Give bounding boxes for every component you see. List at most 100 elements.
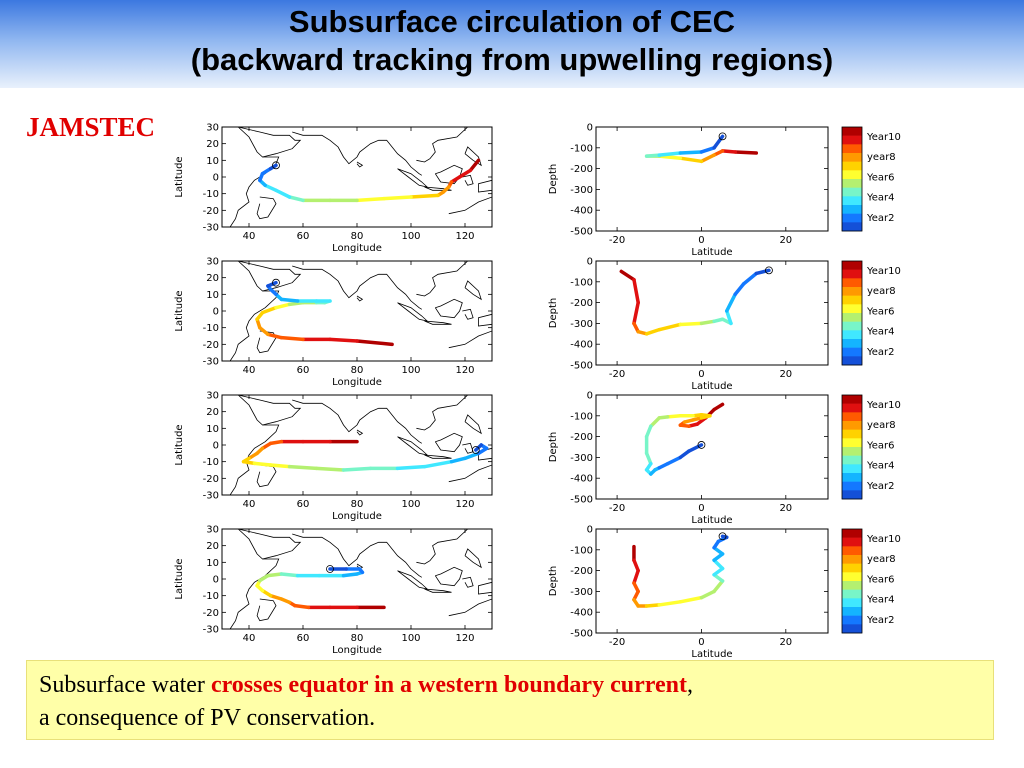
colorbar-segment — [842, 304, 862, 314]
coastline — [416, 261, 474, 297]
release-point-marker — [697, 441, 706, 449]
colorbar-segment — [842, 581, 862, 590]
x-tick-label: 40 — [243, 633, 256, 644]
coastline — [292, 265, 423, 310]
trajectory-segment — [678, 150, 704, 155]
y-tick-label: -10 — [203, 189, 219, 200]
y-tick-label: -20 — [203, 474, 219, 485]
y-tick-label: -200 — [570, 432, 593, 443]
trajectory-segment — [678, 156, 704, 164]
coastline — [416, 529, 474, 565]
y-tick-label: 30 — [206, 391, 219, 402]
trajectory-segment — [268, 463, 292, 469]
trajectory-segment — [619, 269, 636, 282]
y-tick-label: 0 — [587, 391, 593, 402]
x-tick-label: 120 — [455, 231, 474, 242]
trajectory-segment — [632, 568, 640, 585]
coastline — [238, 529, 302, 560]
plot-area — [632, 532, 729, 608]
colorbar-label: Year4 — [866, 461, 895, 472]
trajectory-segment — [678, 595, 704, 604]
y-tick-label: 0 — [213, 307, 219, 318]
colorbar-label: Year6 — [866, 306, 895, 317]
trajectory-segment — [287, 464, 319, 471]
release-point-marker — [718, 532, 727, 541]
colorbar-segment — [842, 412, 862, 422]
y-tick-label: 0 — [587, 123, 593, 134]
colorbar-segment — [842, 127, 862, 136]
colorbar-label: Year6 — [866, 440, 895, 451]
y-tick-label: 0 — [213, 441, 219, 452]
colorbar-segment — [842, 598, 862, 608]
x-axis-label: Latitude — [691, 649, 732, 660]
map-panel: 40 60 80 100 1203020100-10-20-30LongitudeLat… — [174, 257, 493, 388]
x-tick-label: 60 — [297, 633, 310, 644]
trajectory-segment — [644, 327, 662, 336]
trajectory-segment — [644, 451, 653, 466]
slide-title-line2: (backward tracking from upwelling region… — [190, 42, 834, 77]
y-tick-label: -200 — [570, 298, 593, 309]
x-tick-label: 60 — [297, 365, 310, 376]
trajectory-segment — [279, 297, 300, 303]
trajectory-segment — [699, 319, 716, 326]
colorbar-segment — [842, 473, 862, 482]
x-axis-label: Longitude — [332, 377, 382, 388]
release-point-marker — [471, 446, 480, 454]
trajectory-segment — [657, 151, 683, 157]
x-tick-label: 40 — [243, 231, 256, 242]
colorbar-segment — [842, 287, 862, 296]
caption-comma: , — [686, 672, 693, 698]
x-tick-label: 0 — [698, 369, 704, 380]
coastline — [448, 598, 492, 629]
x-tick-label: 80 — [351, 231, 364, 242]
trajectory-segment — [741, 271, 759, 286]
coastline — [464, 280, 482, 301]
trajectory-segment — [279, 335, 305, 342]
y-tick-label: -400 — [570, 340, 593, 351]
coastline — [238, 127, 302, 158]
y-tick-label: 10 — [206, 424, 219, 435]
trajectory-segment — [457, 168, 473, 179]
colorbar-segment — [842, 295, 862, 305]
y-tick-label: -20 — [203, 206, 219, 217]
colorbar-segment — [842, 153, 862, 162]
coastline — [424, 588, 452, 593]
coastline — [448, 196, 492, 227]
trajectory-segment — [657, 322, 683, 332]
trajectory-segment — [463, 451, 481, 461]
trajectory-segment — [314, 466, 346, 472]
x-tick-label: 80 — [351, 633, 364, 644]
trajectory-segment — [266, 332, 284, 340]
coastline — [229, 395, 280, 495]
y-axis-label: Depth — [548, 164, 559, 194]
title-banner — [0, 0, 1024, 88]
colorbar-label: Year6 — [866, 172, 895, 183]
y-tick-label: 20 — [206, 273, 219, 284]
colorbar-segment — [842, 615, 862, 625]
x-tick-label: 0 — [698, 503, 704, 514]
y-tick-label: -200 — [570, 566, 593, 577]
colorbar-segment — [842, 447, 862, 456]
colorbar-label: year8 — [867, 152, 896, 163]
plot-frame — [595, 126, 829, 232]
trajectory-segment — [422, 459, 454, 469]
trajectory-segment — [657, 600, 683, 607]
trajectory-segment — [733, 282, 746, 297]
colorbar-segment — [842, 261, 862, 270]
coastline — [462, 308, 474, 320]
trajectory-segment — [712, 579, 725, 594]
release-point-marker — [272, 161, 280, 170]
y-axis-label: Depth — [548, 298, 559, 328]
y-tick-label: -300 — [570, 453, 593, 464]
trajectory-segment — [712, 558, 725, 571]
x-axis-label: Latitude — [691, 247, 732, 258]
trajectory-segment — [733, 150, 759, 155]
coastline — [229, 261, 280, 361]
x-tick-label: 100 — [401, 499, 420, 510]
x-tick-label: 20 — [779, 235, 792, 246]
colorbar-segment — [842, 313, 862, 322]
colorbar-segment — [842, 179, 862, 188]
colorbar-label: Year2 — [866, 213, 895, 224]
